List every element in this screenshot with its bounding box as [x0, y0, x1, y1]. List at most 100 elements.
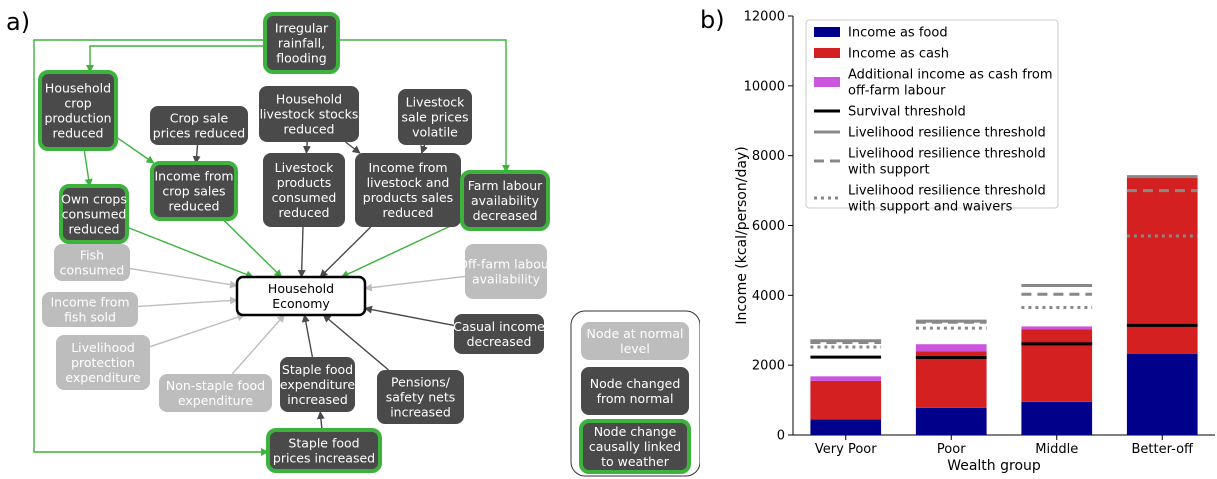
- y-tick-label: 8000: [752, 149, 785, 164]
- node-label-line: reduced: [383, 205, 434, 220]
- legend-swatch: [814, 27, 840, 37]
- node-label-line: consumed: [62, 206, 127, 221]
- y-tick-label: 12000: [744, 10, 785, 25]
- node-box: [42, 292, 138, 327]
- node-label-line: Staple food: [288, 435, 359, 450]
- node-label-line: Income from: [368, 160, 447, 175]
- node-box: [150, 106, 248, 145]
- node-box: [159, 374, 272, 412]
- legend-label: Livelihood resilience threshold: [848, 184, 1046, 199]
- edges: [33, 39, 510, 456]
- bar-cash-1: [915, 351, 987, 408]
- bar-food-3: [1126, 353, 1198, 435]
- nodes: Irregularrainfall,floodingHouseholdcropp…: [38, 12, 555, 473]
- y-axis-label: Income (kcal/person/day): [734, 146, 750, 324]
- node-label-line: increased: [390, 404, 451, 419]
- bar-offfarm-0: [810, 376, 882, 381]
- node-label-line: crop sales: [162, 183, 225, 198]
- node-label-line: Pensions/: [391, 374, 451, 389]
- edge-staple-prices-to-staple-exp: [316, 411, 325, 431]
- edge-livestock-products-to-household-economy: [297, 226, 306, 278]
- node-label-line: Farm labour: [468, 178, 543, 193]
- node-label-line: expenditure: [280, 377, 356, 392]
- node-label-line: reduced: [279, 205, 330, 220]
- node-label-line: reduced: [53, 125, 104, 140]
- node-box: [454, 314, 544, 354]
- node-label-line: sale prices: [402, 109, 469, 124]
- edge-fish-consumed-to-household-economy: [129, 267, 238, 289]
- node-label-line: Fish: [80, 247, 104, 262]
- node-label-line: increased: [287, 392, 348, 407]
- node-label-line: protection: [71, 355, 135, 370]
- node-box: [460, 170, 550, 231]
- node-label-line: safety nets: [386, 389, 456, 404]
- y-tick-label: 2000: [752, 359, 785, 374]
- node-label-line: Casual income: [453, 319, 545, 334]
- node-label-line: Household: [268, 281, 334, 296]
- node-label-line: Livelihood: [71, 340, 135, 355]
- node-box: [266, 428, 382, 473]
- stacked-bar-chart: b) 0 2000 4000 6000 8000 10000 12000 Very Poor P…: [700, 6, 1215, 474]
- bar-offfarm-1: [915, 344, 987, 352]
- bar-food-1: [915, 407, 987, 435]
- edge-livestock-stock-to-livestock-products: [302, 141, 311, 154]
- node-label-line: Economy: [272, 296, 330, 311]
- node-label-line: level: [620, 341, 650, 356]
- edge-crop-income-to-household-economy: [222, 218, 283, 278]
- node-label-line: decreased: [473, 208, 538, 223]
- bar-food-2: [1021, 401, 1093, 435]
- node-label-line: reduced: [284, 121, 335, 136]
- edge-farm-labour-to-household-economy: [340, 219, 463, 278]
- node-label-line: Node changed: [590, 376, 681, 391]
- bar-cash-2: [1021, 329, 1093, 402]
- node-label-line: Income from: [50, 294, 129, 309]
- node-label-line: prices increased: [273, 450, 375, 465]
- legend-label: Additional income as cash from: [848, 68, 1053, 83]
- edge-crop-price-to-crop-income: [192, 144, 201, 164]
- causal-diagram: a) Irregularrainfall,floodingHouseholdcr…: [6, 8, 700, 477]
- y-tick-label: 4000: [752, 289, 785, 304]
- legend-label: off-farm labour: [848, 84, 946, 99]
- panel-b-label: b): [700, 6, 725, 34]
- node-label-line: Income from: [154, 168, 233, 183]
- x-tick-label: Middle: [1035, 442, 1078, 457]
- node-label-line: Household: [45, 80, 111, 95]
- edge-staple-exp-to-household-economy: [301, 314, 314, 358]
- node-label-line: Livestock: [275, 160, 334, 175]
- legend-label: Livelihood resilience threshold: [848, 147, 1046, 162]
- node-box: [235, 275, 367, 317]
- node-label-line: livestock and: [367, 175, 450, 190]
- legend-label: Income as cash: [848, 47, 949, 62]
- node-label-line: livestock stocks: [260, 106, 359, 121]
- bar-food-0: [810, 419, 882, 435]
- edge-crop-prod-to-own-crops: [83, 148, 93, 187]
- node-label-line: expenditure: [65, 370, 141, 385]
- edge-rainfall-to-crop-prod: [86, 45, 265, 73]
- legend-label: Income as food: [848, 26, 948, 41]
- edge-crop-prod-to-crop-income: [115, 136, 155, 164]
- edge-fish-sold-to-household-economy: [137, 296, 238, 308]
- y-tick-label: 6000: [752, 219, 785, 234]
- node-box: [398, 89, 472, 145]
- node-box: [581, 367, 689, 415]
- node-label-line: to weather: [601, 454, 670, 469]
- edge-pensions-to-household-economy: [322, 314, 390, 371]
- node-label-line: Crop sale: [170, 110, 229, 125]
- legend-label: with support and waivers: [848, 200, 1013, 215]
- node-label-line: Off-farm labour: [458, 256, 555, 271]
- node-label-line: availability: [472, 271, 541, 286]
- bar-cash-0: [810, 380, 882, 420]
